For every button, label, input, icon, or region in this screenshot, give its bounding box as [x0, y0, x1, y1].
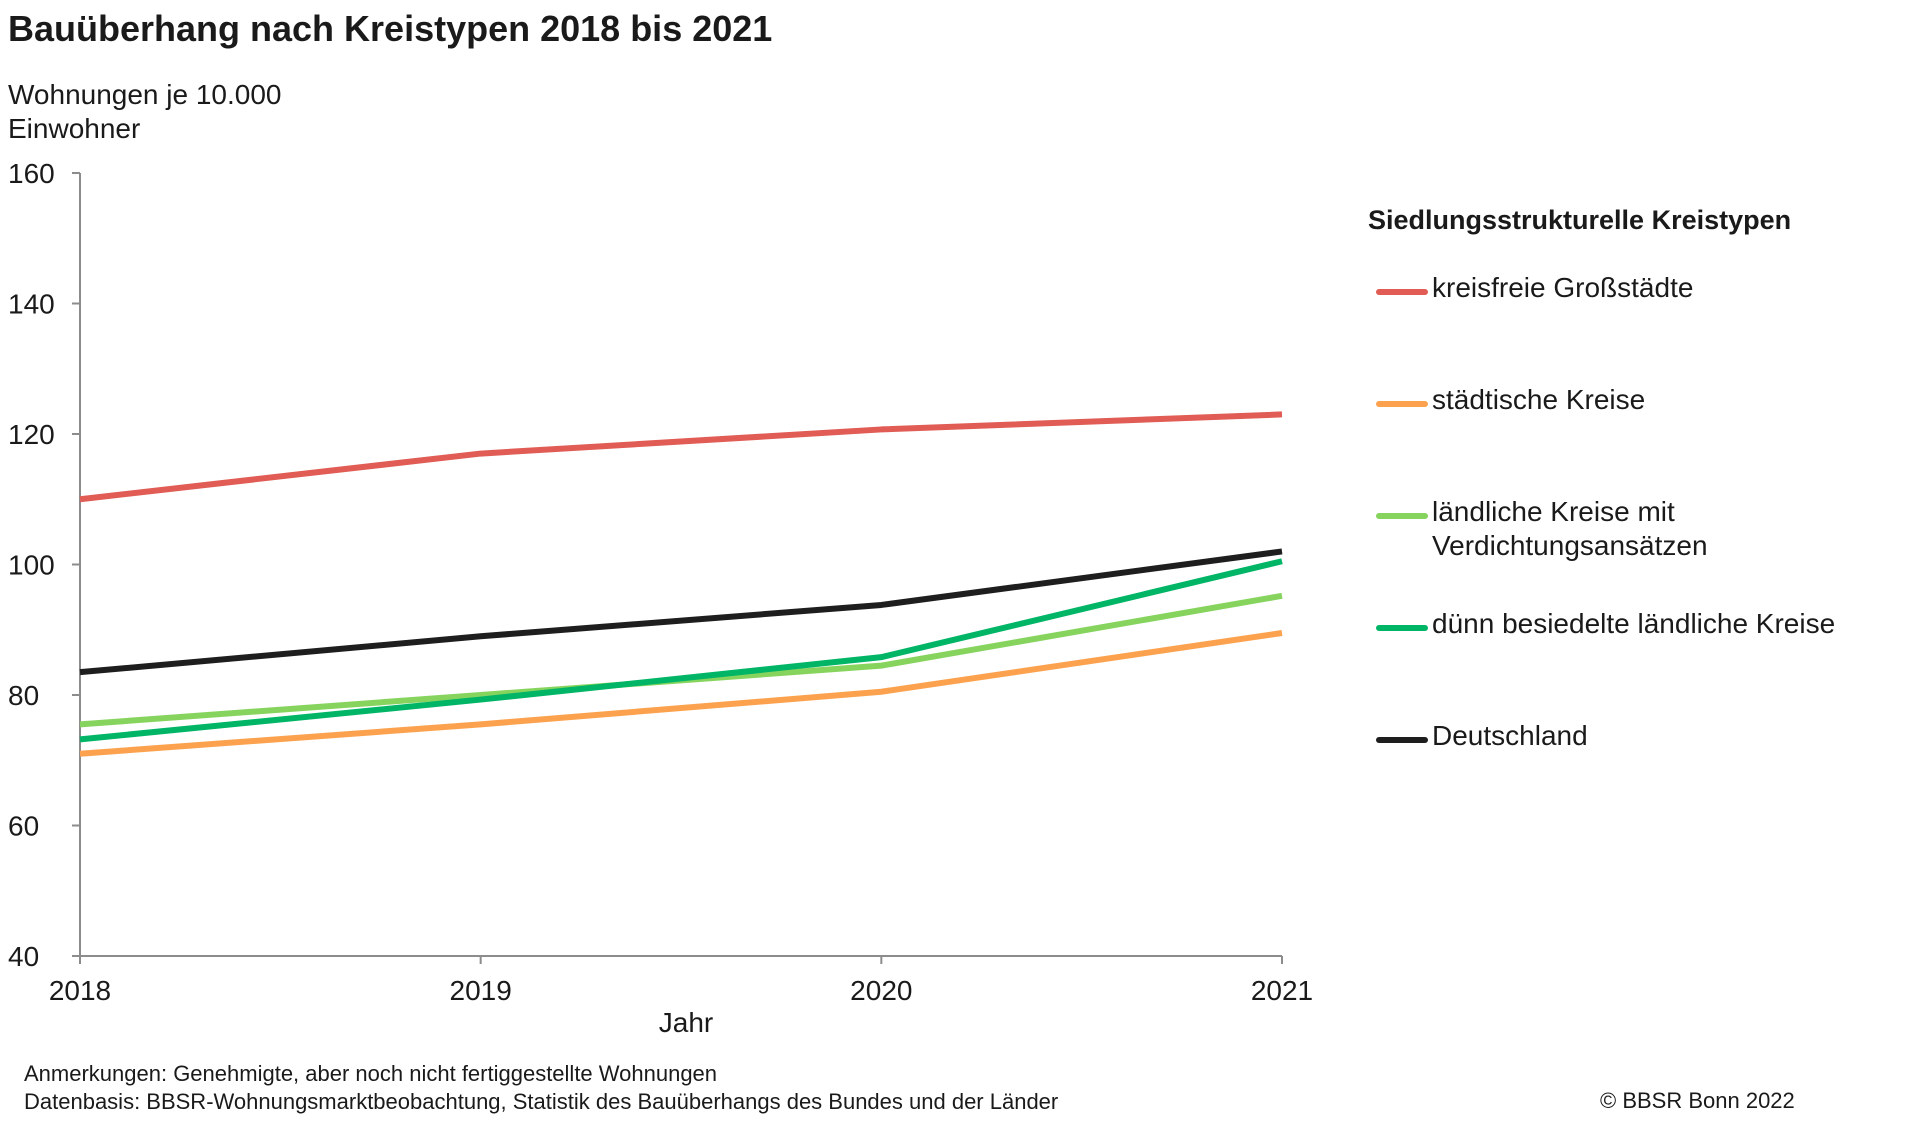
y-tick-label: 160 — [8, 158, 55, 189]
legend-label: dünn besiedelte ländliche Kreise — [1432, 607, 1835, 641]
legend-label-line: städtische Kreise — [1432, 384, 1646, 415]
legend-item-0: kreisfreie Großstädte — [1376, 271, 1693, 305]
legend-swatch — [1376, 625, 1428, 631]
y-axis-label-line-1: Wohnungen je 10.000 — [8, 79, 282, 110]
legend-label-line: dünn besiedelte ländliche Kreise — [1432, 608, 1836, 639]
notes-annotation: Anmerkungen: Genehmigte, aber noch nicht… — [24, 1061, 718, 1086]
legend-swatch — [1376, 513, 1428, 519]
chart-notes: Anmerkungen: Genehmigte, aber noch nicht… — [24, 1060, 1058, 1116]
x-tick-label: 2018 — [49, 975, 111, 1006]
y-tick-label: 60 — [8, 811, 39, 842]
legend-swatch — [1376, 737, 1428, 743]
copyright: © BBSR Bonn 2022 — [1600, 1088, 1795, 1113]
legend-title: Siedlungsstrukturelle Kreistypen — [1368, 205, 1792, 235]
y-tick-label: 100 — [8, 550, 55, 581]
y-tick-label: 120 — [8, 419, 55, 450]
x-tick-label: 2021 — [1251, 975, 1313, 1006]
legend-item-4: Deutschland — [1376, 719, 1588, 753]
series-line-0 — [79, 411, 1283, 503]
chart-title: Bauüberhang nach Kreistypen 2018 bis 202… — [8, 8, 773, 49]
legend-label: Deutschland — [1432, 719, 1588, 753]
legend-label-line: ländliche Kreise mit — [1432, 496, 1675, 527]
legend-label: ländliche Kreise mit Verdichtungsansätzen — [1432, 495, 1708, 563]
y-tick-label: 140 — [8, 289, 55, 320]
legend-label-line: Deutschland — [1432, 720, 1588, 751]
x-tick-label: 2020 — [850, 975, 912, 1006]
y-axis-label-line-2: Einwohner — [8, 113, 141, 144]
legend-label-line: kreisfreie Großstädte — [1432, 272, 1694, 303]
legend-item-1: städtische Kreise — [1376, 383, 1645, 417]
legend-label: städtische Kreise — [1432, 383, 1645, 417]
legend-item-3: dünn besiedelte ländliche Kreise — [1376, 607, 1835, 641]
notes-data-source: Datenbasis: BBSR-Wohnungsmarktbeobachtun… — [24, 1089, 1059, 1114]
y-tick-label: 40 — [8, 941, 39, 972]
line-chart: 40 60 80 100 120 140 160 2018 2019 2020 2021 Jahr — [8, 158, 1313, 1038]
legend-label: kreisfreie Großstädte — [1432, 271, 1693, 305]
series-line-3 — [79, 558, 1283, 743]
series-line-4 — [79, 548, 1283, 676]
legend-item-2: ländliche Kreise mit Verdichtungsansätzen — [1376, 495, 1708, 563]
legend: Siedlungsstrukturelle Kreistypen kreisfr… — [1368, 205, 1908, 751]
x-axis-title: Jahr — [659, 1007, 713, 1038]
legend-label-line: Verdichtungsansätzen — [1432, 530, 1708, 561]
legend-swatch — [1376, 401, 1428, 407]
y-tick-label: 80 — [8, 680, 39, 711]
series-line-1 — [79, 630, 1283, 757]
x-tick-label: 2019 — [450, 975, 512, 1006]
y-axis-label: Wohnungen je 10.000 Einwohner — [8, 78, 282, 146]
legend-swatch — [1376, 289, 1428, 295]
